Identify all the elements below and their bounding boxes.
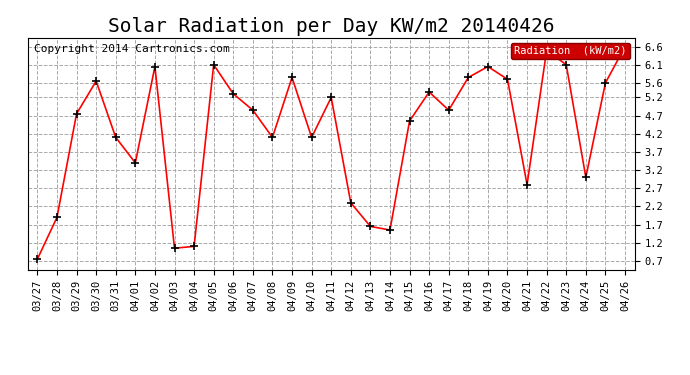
Radiation  (kW/m2) xyxy=(151,64,159,69)
Radiation  (kW/m2) xyxy=(248,108,257,112)
Radiation  (kW/m2) xyxy=(92,79,100,83)
Radiation  (kW/m2) xyxy=(523,182,531,187)
Radiation  (kW/m2) xyxy=(406,119,414,123)
Radiation  (kW/m2) xyxy=(444,108,453,112)
Radiation  (kW/m2) xyxy=(601,81,609,85)
Legend: Radiation  (kW/m2): Radiation (kW/m2) xyxy=(511,43,629,59)
Radiation  (kW/m2) xyxy=(268,135,277,140)
Text: Copyright 2014 Cartronics.com: Copyright 2014 Cartronics.com xyxy=(34,45,229,54)
Radiation  (kW/m2) xyxy=(366,224,375,229)
Radiation  (kW/m2) xyxy=(210,63,218,67)
Radiation  (kW/m2) xyxy=(582,175,590,180)
Radiation  (kW/m2) xyxy=(288,75,296,80)
Radiation  (kW/m2) xyxy=(464,75,473,80)
Radiation  (kW/m2) xyxy=(327,95,335,100)
Radiation  (kW/m2) xyxy=(190,244,198,249)
Radiation  (kW/m2) xyxy=(542,48,551,52)
Title: Solar Radiation per Day KW/m2 20140426: Solar Radiation per Day KW/m2 20140426 xyxy=(108,17,555,36)
Radiation  (kW/m2) xyxy=(112,135,120,140)
Radiation  (kW/m2) xyxy=(33,257,41,261)
Radiation  (kW/m2) xyxy=(386,228,394,232)
Radiation  (kW/m2) xyxy=(131,160,139,165)
Radiation  (kW/m2) xyxy=(503,77,511,81)
Line: Radiation  (kW/m2): Radiation (kW/m2) xyxy=(33,42,629,263)
Radiation  (kW/m2) xyxy=(229,92,237,96)
Radiation  (kW/m2) xyxy=(346,201,355,205)
Radiation  (kW/m2) xyxy=(484,64,492,69)
Radiation  (kW/m2) xyxy=(53,215,61,220)
Radiation  (kW/m2) xyxy=(308,135,316,140)
Radiation  (kW/m2) xyxy=(72,111,81,116)
Radiation  (kW/m2) xyxy=(170,246,179,250)
Radiation  (kW/m2) xyxy=(425,90,433,94)
Radiation  (kW/m2) xyxy=(621,44,629,49)
Radiation  (kW/m2) xyxy=(562,63,571,67)
